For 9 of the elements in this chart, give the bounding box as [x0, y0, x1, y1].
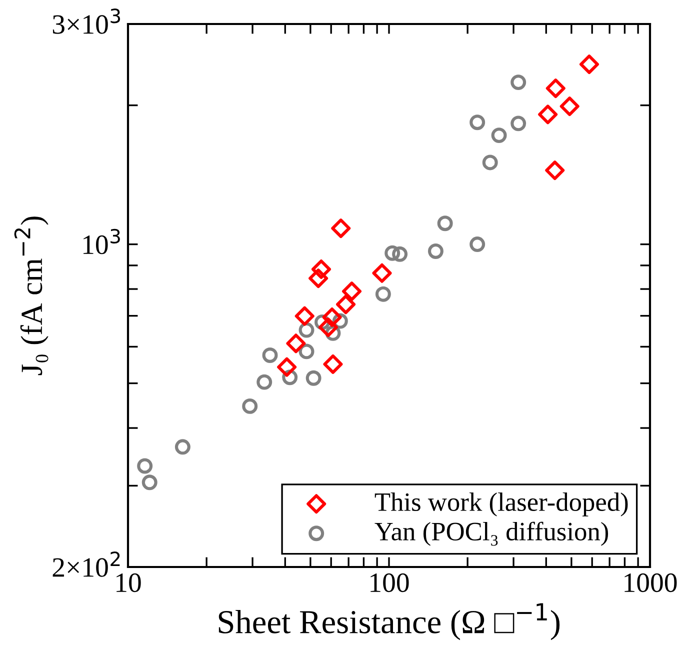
- y-axis-title: J₀ (fA cm$^{−2}$): [14, 216, 48, 376]
- x-axis-title: Sheet Resistance (Ω □$^{−1}$): [218, 603, 560, 640]
- x-tick-label: 10: [116, 573, 141, 592]
- x-tick-label: 1000: [624, 573, 677, 592]
- y-tick-label: 10$^{3}$: [84, 228, 120, 254]
- legend-label: Yan (POCl₃ diffusion): [374, 522, 608, 546]
- x-tick-label: 100: [370, 573, 409, 592]
- y-tick-label: 3×10$^{3}$: [52, 8, 120, 34]
- legend-label: This work (laser-doped): [374, 492, 628, 516]
